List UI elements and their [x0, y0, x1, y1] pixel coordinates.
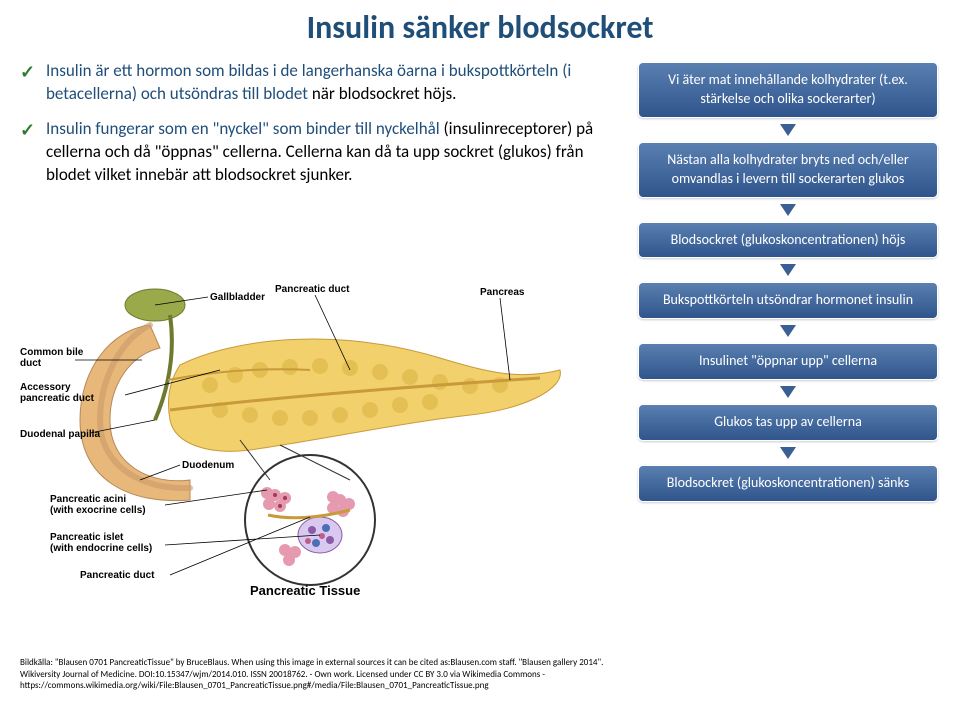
- label-duodenum: Duodenum: [182, 460, 234, 471]
- flow-step: Glukos tas upp av cellerna: [638, 404, 938, 441]
- flow-step: Blodsockret (glukoskoncentrationen) höjs: [638, 222, 938, 259]
- arrow-down-icon: [780, 386, 796, 398]
- label-common-bile-duct: Common bileduct: [20, 347, 84, 369]
- image-credit: Bildkälla: "Blausen 0701 PancreaticTissu…: [20, 657, 620, 691]
- label-pancreatic-duct-bottom: Pancreatic duct: [80, 570, 155, 581]
- arrow-down-icon: [780, 447, 796, 459]
- flow-step: Bukspottkörteln utsöndrar hormonet insul…: [638, 282, 938, 319]
- check-icon: ✓: [20, 118, 35, 142]
- process-flow: Vi äter mat innehållande kolhydrater (t.…: [638, 62, 938, 502]
- arrow-down-icon: [780, 325, 796, 337]
- label-duodenal-papilla: Duodenal papilla: [20, 429, 100, 440]
- slide-title: Insulin sänker blodsockret: [0, 0, 960, 57]
- flow-step: Vi äter mat innehållande kolhydrater (t.…: [638, 62, 938, 118]
- label-pancreatic-duct-top: Pancreatic duct: [275, 284, 350, 295]
- flow-step: Blodsockret (glukoskoncentrationen) sänk…: [638, 465, 938, 502]
- pancreas-figure: Gallbladder Common bileduct Accessorypan…: [20, 270, 620, 600]
- flow-step: Nästan alla kolhydrater bryts ned och/el…: [638, 142, 938, 198]
- arrow-down-icon: [780, 204, 796, 216]
- bullet-list: ✓ Insulin är ett hormon som bildas i de …: [20, 60, 615, 199]
- figure-title: Pancreatic Tissue: [250, 583, 360, 598]
- label-accessory-pancreatic-duct: Accessorypancreatic duct: [20, 382, 95, 404]
- arrow-down-icon: [780, 264, 796, 276]
- check-icon: ✓: [20, 60, 35, 84]
- bullet-item: ✓ Insulin fungerar som en "nyckel" som b…: [20, 118, 615, 187]
- flow-step: Insulinet "öppnar upp" cellerna: [638, 343, 938, 380]
- bullet-item: ✓ Insulin är ett hormon som bildas i de …: [20, 60, 615, 106]
- bullet-lead: Insulin fungerar som en "nyckel" som bin…: [46, 118, 440, 139]
- label-gallbladder: Gallbladder: [210, 292, 265, 303]
- label-pancreas: Pancreas: [480, 287, 525, 298]
- label-pancreatic-acini: Pancreatic acini(with exocrine cells): [50, 494, 146, 516]
- label-pancreatic-islet: Pancreatic islet(with endocrine cells): [50, 532, 152, 554]
- arrow-down-icon: [780, 124, 796, 136]
- bullet-tail: när blodsockret höjs.: [308, 83, 456, 104]
